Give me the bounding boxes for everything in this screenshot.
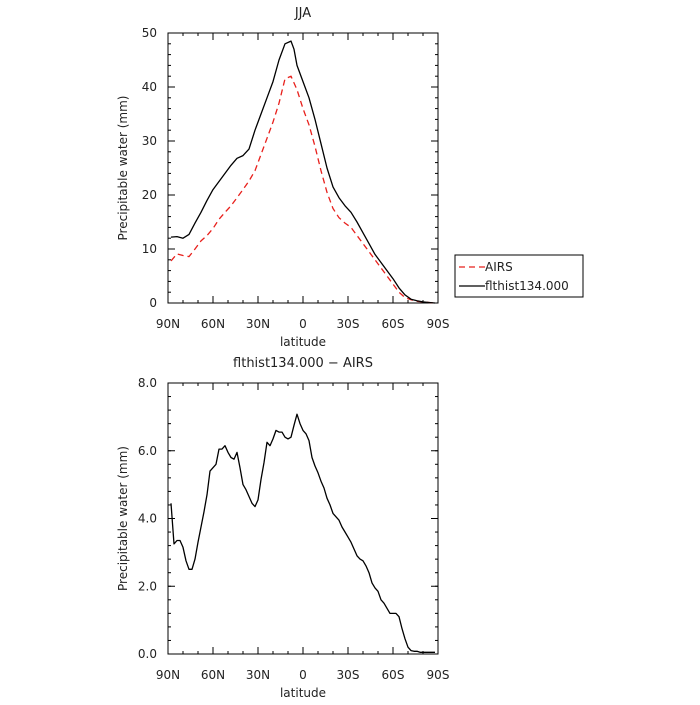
y-tick-label: 6.0 — [138, 444, 157, 458]
x-tick-label: 60S — [382, 668, 405, 682]
plot-frame — [167, 382, 439, 655]
y-tick-label: 50 — [142, 26, 157, 40]
y-tick-label: 0 — [149, 296, 157, 310]
x-axis-label: latitude — [280, 335, 326, 349]
plot-frame — [167, 32, 439, 304]
legend-box — [454, 254, 584, 298]
x-tick-label: 30N — [246, 317, 270, 331]
x-tick-label: 90S — [427, 668, 450, 682]
x-tick-label: 60S — [382, 317, 405, 331]
y-tick-label: 30 — [142, 134, 157, 148]
y-axis-label: Precipitable water (mm) — [116, 446, 130, 591]
x-tick-label: 30N — [246, 668, 270, 682]
x-tick-label: 90N — [156, 668, 180, 682]
x-tick-label: 0 — [299, 317, 307, 331]
y-tick-label: 10 — [142, 242, 157, 256]
x-tick-label: 30S — [337, 317, 360, 331]
y-tick-label: 4.0 — [138, 512, 157, 526]
y-tick-label: 8.0 — [138, 376, 157, 390]
x-tick-label: 60N — [201, 317, 225, 331]
x-tick-label: 30S — [337, 668, 360, 682]
y-tick-label: 20 — [142, 188, 157, 202]
legend-label: flthist134.000 — [485, 279, 569, 293]
chart-title: flthist134.000 − AIRS — [233, 356, 373, 371]
x-axis-label: latitude — [280, 686, 326, 700]
y-axis-label: Precipitable water (mm) — [116, 96, 130, 241]
y-tick-label: 40 — [142, 80, 157, 94]
y-tick-label: 0.0 — [138, 647, 157, 661]
x-tick-label: 60N — [201, 668, 225, 682]
y-tick-label: 2.0 — [138, 579, 157, 593]
series-line-0 — [170, 75, 436, 304]
legend-label: AIRS — [485, 260, 513, 274]
series-line-1 — [170, 40, 436, 304]
chart-title: JJA — [294, 6, 311, 21]
x-tick-label: 90N — [156, 317, 180, 331]
x-tick-label: 90S — [427, 317, 450, 331]
x-tick-label: 0 — [299, 668, 307, 682]
series-line-0 — [170, 413, 435, 653]
